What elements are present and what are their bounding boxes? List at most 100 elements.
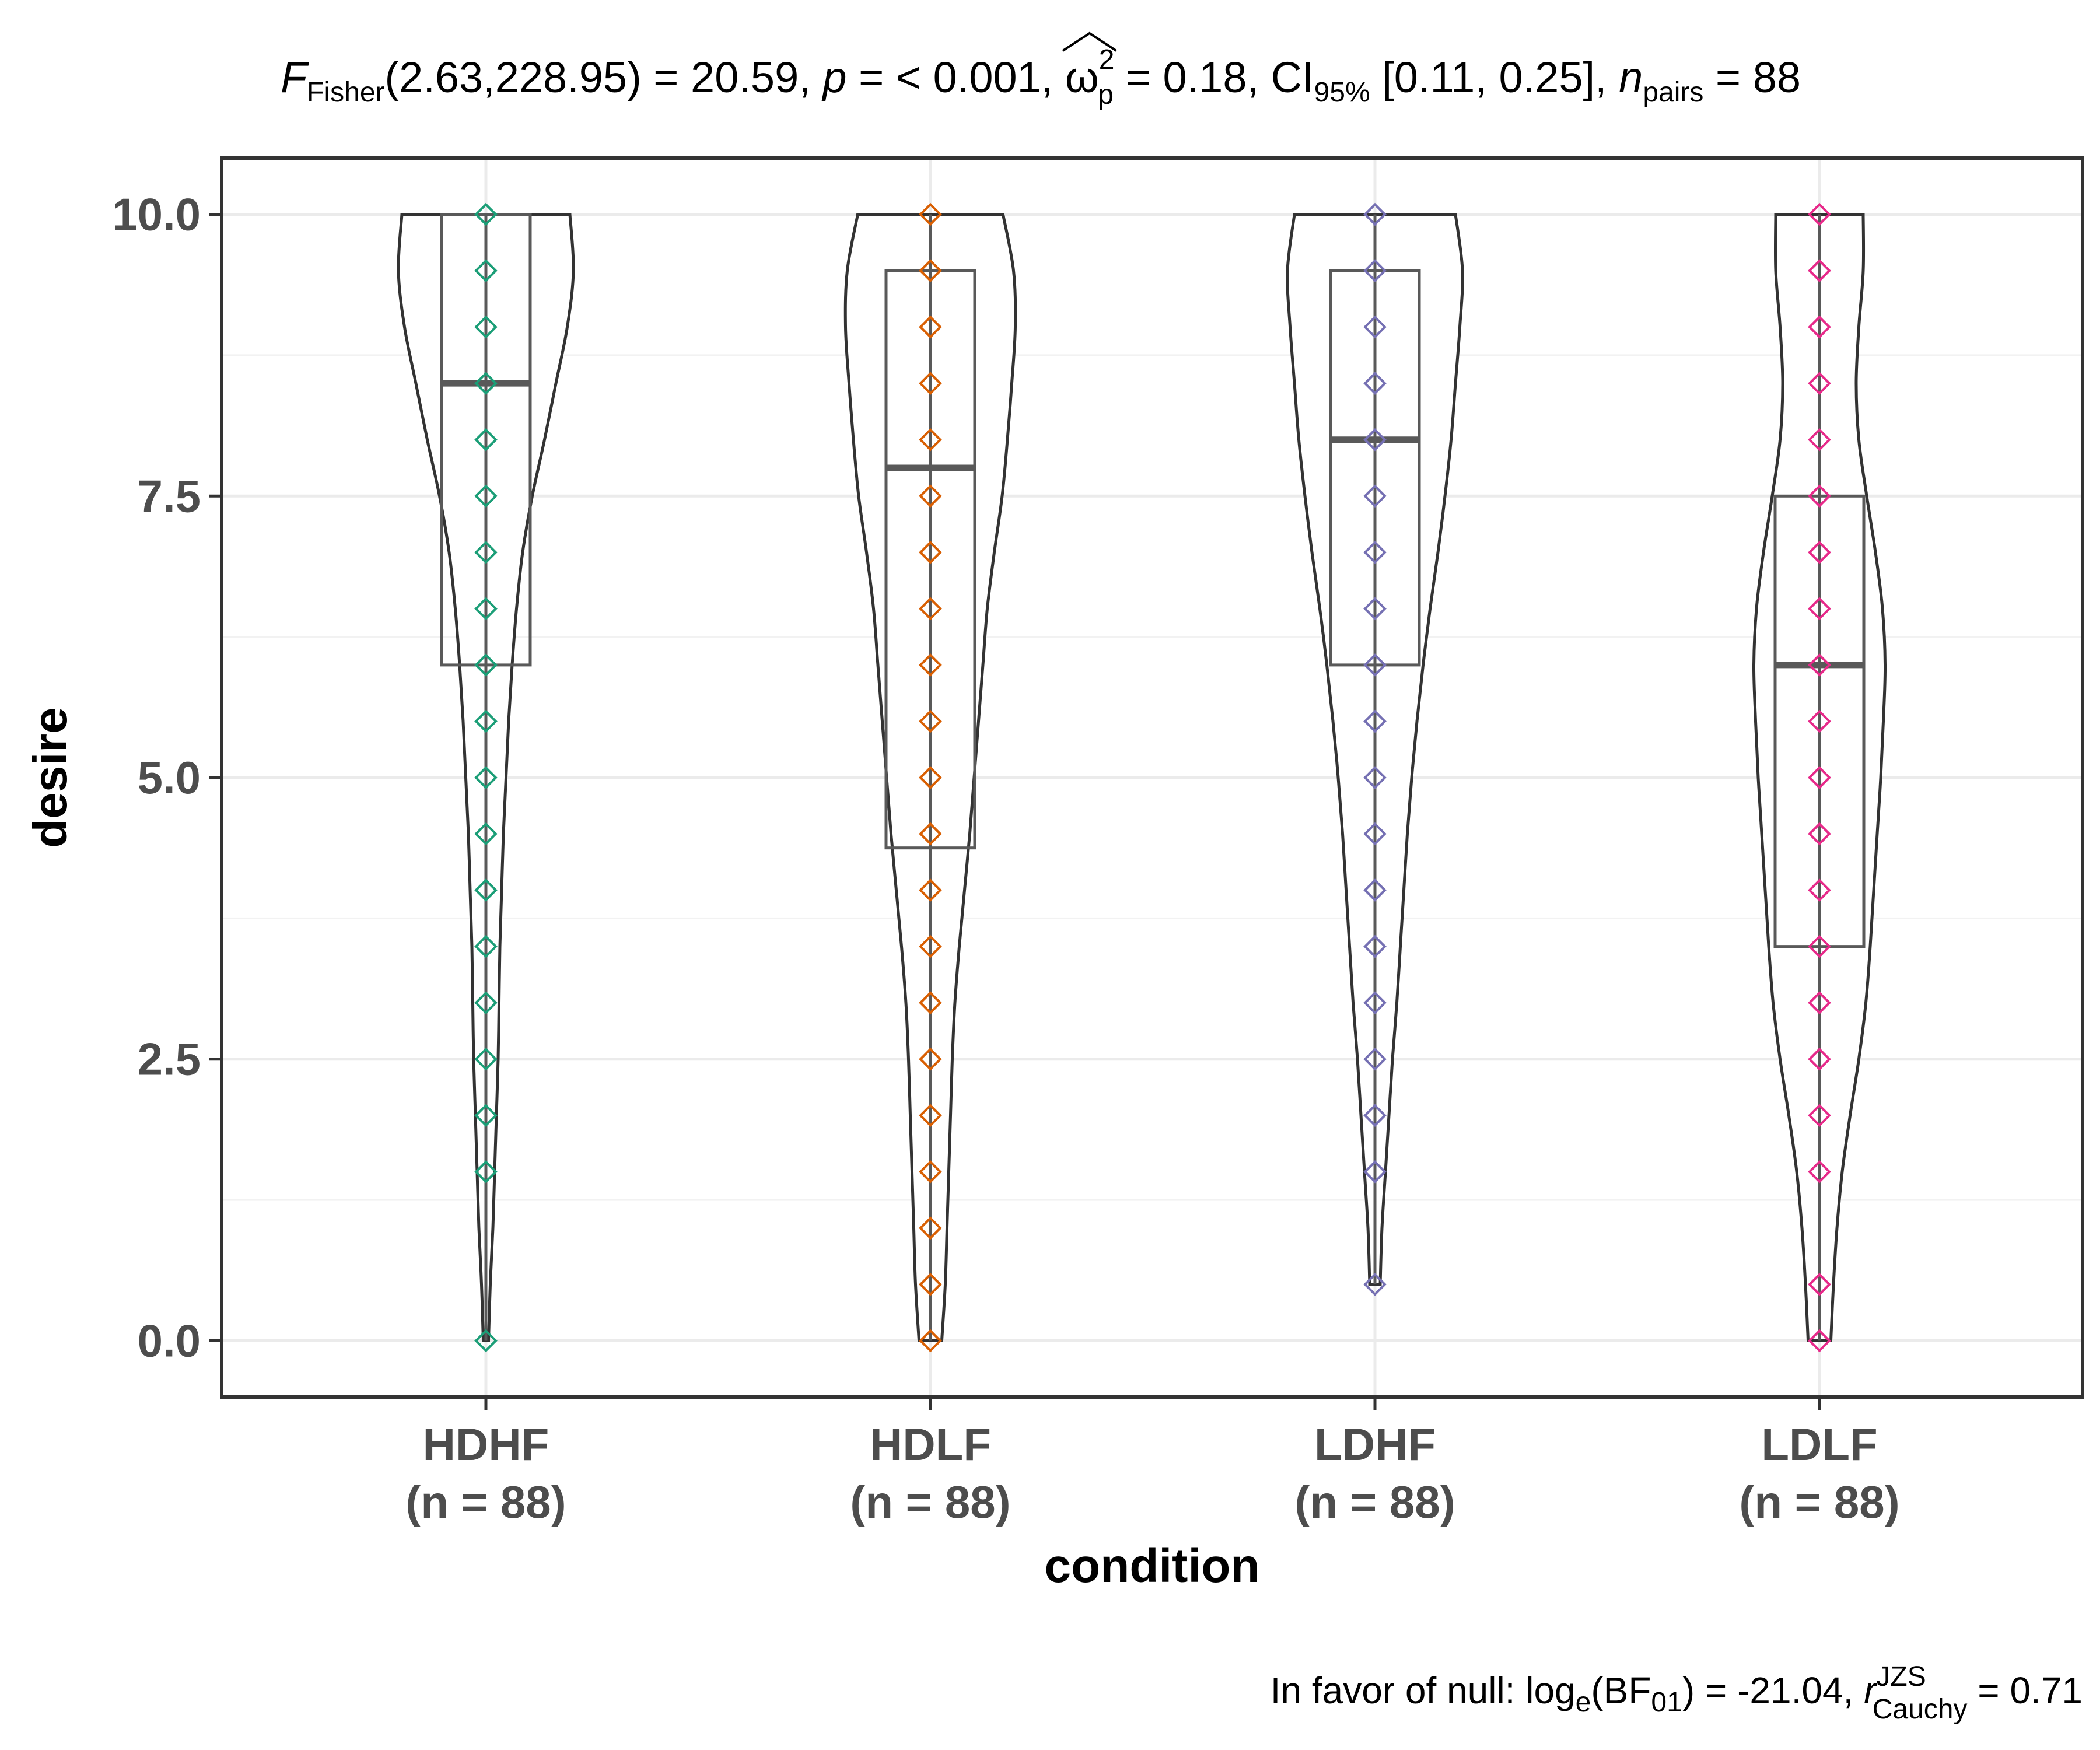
violin-group-ldhf: [1286, 202, 1464, 1296]
data-point-hdhf: [474, 935, 498, 958]
data-point-ldhf: [1363, 597, 1387, 621]
data-point-ldhf: [1363, 1047, 1387, 1071]
data-point-hdlf: [919, 315, 942, 339]
subtitle-n-sub: pairs: [1643, 77, 1703, 108]
chart-caption: In favor of null: loge(BF01) = -21.04, r…: [1270, 1661, 2082, 1725]
x-tick-n-label-ldlf: (n = 88): [1739, 1476, 1899, 1528]
data-point-hdhf: [474, 315, 498, 339]
data-point-ldlf: [1808, 428, 1831, 452]
data-point-hdlf: [919, 653, 942, 677]
data-point-hdhf: [474, 709, 498, 733]
data-point-ldlf: [1808, 1160, 1831, 1184]
x-tick-label-hdhf: HDHF: [423, 1419, 550, 1470]
x-tick-n-label-ldhf: (n = 88): [1294, 1476, 1455, 1528]
data-point-ldlf: [1808, 597, 1831, 621]
data-point-hdlf: [919, 428, 942, 452]
subtitle-n-text: = 88: [1703, 53, 1801, 102]
data-point-hdhf: [474, 259, 498, 282]
data-point-hdhf: [474, 202, 498, 226]
data-point-hdlf: [919, 372, 942, 396]
data-point-hdhf: [474, 484, 498, 508]
data-point-ldlf: [1808, 878, 1831, 902]
caption-bf-close: ) = -21.04,: [1682, 1670, 1864, 1712]
data-point-ldhf: [1363, 540, 1387, 564]
data-point-hdhf: [474, 822, 498, 846]
data-point-ldhf: [1363, 1104, 1387, 1128]
data-point-hdhf: [474, 540, 498, 564]
caption-r-sup: JZS: [1876, 1661, 1926, 1692]
data-point-hdhf: [474, 372, 498, 396]
data-point-hdlf: [919, 540, 942, 564]
box-hdlf: [884, 269, 977, 850]
data-point-ldhf: [1363, 766, 1387, 789]
data-point-hdlf: [919, 991, 942, 1015]
subtitle-omega-sub: p: [1098, 79, 1114, 110]
chart-subtitle: FFisher(2.63,228.95) = 20.59, p = < 0.00…: [281, 44, 1801, 110]
y-tick-label: 10.0: [112, 189, 201, 240]
data-point-hdlf: [919, 1329, 942, 1353]
y-axis-title: desire: [24, 707, 77, 848]
data-point-ldlf: [1808, 709, 1831, 733]
x-tick-n-label-hdhf: (n = 88): [405, 1476, 566, 1528]
data-point-hdhf: [474, 1047, 498, 1071]
subtitle-ci-sub: 95%: [1314, 77, 1370, 108]
data-point-ldhf: [1363, 372, 1387, 396]
data-point-hdlf: [919, 1047, 942, 1071]
data-point-hdlf: [919, 1104, 942, 1128]
data-point-ldhf: [1363, 1273, 1387, 1296]
data-point-ldhf: [1363, 259, 1387, 282]
caption-r-sub: Cauchy: [1873, 1694, 1968, 1725]
box-ldlf: [1773, 494, 1866, 949]
data-point-ldlf: [1808, 315, 1831, 339]
caption-prefix: In favor of null: log: [1270, 1670, 1576, 1712]
data-point-ldhf: [1363, 428, 1387, 452]
data-point-hdhf: [474, 1160, 498, 1184]
data-point-ldlf: [1808, 484, 1831, 508]
x-tick-label-ldhf: LDHF: [1314, 1419, 1436, 1470]
subtitle-p-text: = < 0.001,: [847, 53, 1065, 102]
data-point-hdlf: [919, 1216, 942, 1240]
omega-hat-mark: [1062, 32, 1117, 52]
data-point-ldlf: [1808, 372, 1831, 396]
data-point-hdhf: [474, 1329, 498, 1353]
data-point-hdlf: [919, 202, 942, 226]
caption-bf-sub: 01: [1651, 1687, 1682, 1718]
subtitle-omega-text: = 0.18, CI: [1114, 53, 1314, 102]
subtitle-p-symbol: p: [821, 53, 846, 102]
data-point-ldhf: [1363, 878, 1387, 902]
caption-log-sub: e: [1576, 1687, 1591, 1718]
x-tick-n-label-hdlf: (n = 88): [850, 1476, 1010, 1528]
data-point-hdlf: [919, 878, 942, 902]
data-point-hdlf: [919, 822, 942, 846]
caption-bf-open: (BF: [1591, 1670, 1651, 1712]
subtitle-f-symbol: F: [281, 53, 309, 102]
subtitle-f-args: (2.63,228.95) = 20.59,: [385, 53, 823, 102]
data-point-ldlf: [1808, 1104, 1831, 1128]
data-point-ldhf: [1363, 315, 1387, 339]
data-point-hdhf: [474, 428, 498, 452]
data-point-ldhf: [1363, 822, 1387, 846]
y-tick-label: 0.0: [138, 1315, 201, 1366]
data-point-ldlf: [1808, 935, 1831, 958]
data-point-ldlf: [1808, 822, 1831, 846]
data-point-hdlf: [919, 1273, 942, 1296]
subtitle-omega-sup: 2: [1099, 44, 1115, 75]
violins-layer: [397, 202, 1887, 1353]
data-point-hdhf: [474, 991, 498, 1015]
data-point-ldhf: [1363, 709, 1387, 733]
x-axis: HDHF (n = 88) HDLF (n = 88) LDHF (n = 88) LDLF…: [405, 1399, 1900, 1528]
data-point-ldlf: [1808, 540, 1831, 564]
data-point-hdhf: [474, 597, 498, 621]
data-point-hdhf: [474, 653, 498, 677]
caption-r-text: = 0.71: [1968, 1670, 2083, 1712]
y-tick-label: 5.0: [138, 752, 201, 803]
data-point-hdlf: [919, 935, 942, 958]
data-point-hdlf: [919, 1160, 942, 1184]
data-point-ldlf: [1808, 1329, 1831, 1353]
data-point-ldhf: [1363, 935, 1387, 958]
subtitle-n-symbol: n: [1619, 53, 1643, 102]
y-axis: 0.0 2.5 5.0 7.5 10.0: [112, 189, 220, 1366]
data-point-ldhf: [1363, 991, 1387, 1015]
data-point-hdhf: [474, 878, 498, 902]
